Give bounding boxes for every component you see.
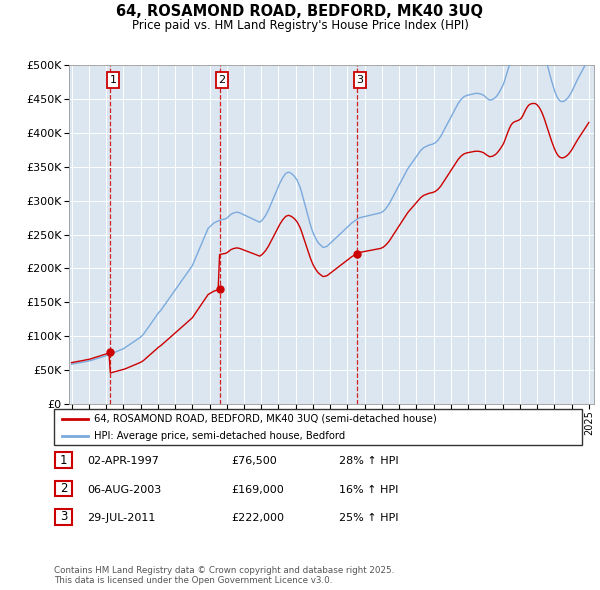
- Text: 3: 3: [356, 75, 364, 85]
- FancyBboxPatch shape: [55, 509, 72, 525]
- Text: 2: 2: [218, 75, 226, 85]
- Text: 1: 1: [109, 75, 116, 85]
- Text: 2: 2: [60, 482, 67, 495]
- Text: 28% ↑ HPI: 28% ↑ HPI: [339, 457, 398, 466]
- Text: Contains HM Land Registry data © Crown copyright and database right 2025.
This d: Contains HM Land Registry data © Crown c…: [54, 566, 394, 585]
- Text: £222,000: £222,000: [231, 513, 284, 523]
- Text: Price paid vs. HM Land Registry's House Price Index (HPI): Price paid vs. HM Land Registry's House …: [131, 19, 469, 32]
- Text: 16% ↑ HPI: 16% ↑ HPI: [339, 485, 398, 494]
- Text: 25% ↑ HPI: 25% ↑ HPI: [339, 513, 398, 523]
- FancyBboxPatch shape: [55, 452, 72, 468]
- FancyBboxPatch shape: [54, 409, 582, 445]
- Text: 29-JUL-2011: 29-JUL-2011: [87, 513, 155, 523]
- Text: 02-APR-1997: 02-APR-1997: [87, 457, 159, 466]
- Text: 1: 1: [60, 454, 67, 467]
- FancyBboxPatch shape: [55, 480, 72, 497]
- Text: 06-AUG-2003: 06-AUG-2003: [87, 485, 161, 494]
- Text: 3: 3: [60, 510, 67, 523]
- Text: 64, ROSAMOND ROAD, BEDFORD, MK40 3UQ: 64, ROSAMOND ROAD, BEDFORD, MK40 3UQ: [116, 4, 484, 19]
- Text: 64, ROSAMOND ROAD, BEDFORD, MK40 3UQ (semi-detached house): 64, ROSAMOND ROAD, BEDFORD, MK40 3UQ (se…: [94, 414, 436, 424]
- Text: HPI: Average price, semi-detached house, Bedford: HPI: Average price, semi-detached house,…: [94, 431, 345, 441]
- Text: £169,000: £169,000: [231, 485, 284, 494]
- Text: £76,500: £76,500: [231, 457, 277, 466]
